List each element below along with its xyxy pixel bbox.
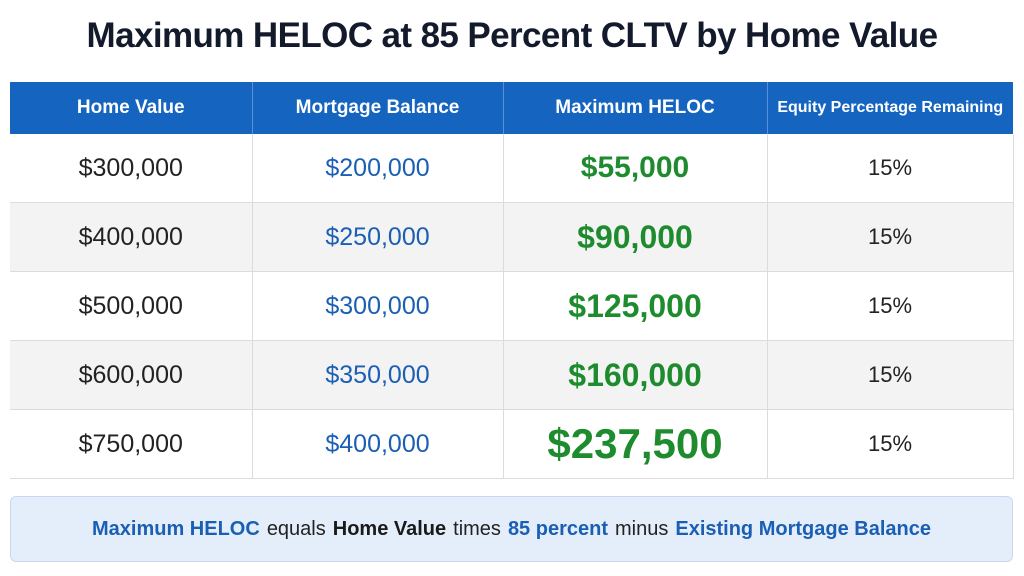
table-cell: $350,000: [252, 340, 504, 410]
table-row: $600,000 $350,000 $160,000 15%: [10, 340, 1014, 410]
title: Maximum HELOC at 85 Percent CLTV by Home…: [86, 16, 938, 55]
table-cell: $300,000: [252, 271, 504, 341]
table-cell: 15%: [767, 271, 1014, 341]
formula-note: Maximum HELOC equals Home Value times 85 per…: [10, 496, 1013, 562]
table-cell: $200,000: [252, 134, 504, 203]
table-cell: $55,000: [503, 134, 768, 203]
table-cell: $90,000: [503, 202, 768, 272]
formula-part: times: [453, 517, 501, 540]
table-cell: $125,000: [503, 271, 768, 341]
heloc-table: Home Value Mortgage Balance Maximum HELOC E…: [10, 82, 1014, 479]
column-header: Maximum HELOC: [503, 82, 768, 134]
formula-part: Maximum HELOC: [92, 517, 260, 540]
table-cell: $750,000: [10, 409, 253, 479]
column-header: Mortgage Balance: [252, 82, 504, 134]
column-header: Equity Percentage Remaining: [767, 82, 1013, 134]
table-row: $300,000 $200,000 $55,000 15%: [10, 134, 1014, 203]
table-cell: 15%: [767, 409, 1014, 479]
table-cell: $160,000: [503, 340, 768, 410]
table-cell: $250,000: [252, 202, 504, 272]
table-cell: $300,000: [10, 134, 253, 203]
table-cell: $600,000: [10, 340, 253, 410]
table-cell: $400,000: [10, 202, 253, 272]
table-body: $300,000 $200,000 $55,000 15% $400,000 $250,0…: [10, 134, 1014, 479]
formula-part: 85 percent: [507, 517, 608, 540]
table-cell: 15%: [767, 202, 1014, 272]
table-cell: $500,000: [10, 271, 253, 341]
table-row: $500,000 $300,000 $125,000 15%: [10, 271, 1014, 341]
column-header: Home Value: [10, 82, 253, 134]
table-row: $750,000 $400,000 $237,500 15%: [10, 409, 1014, 479]
formula-part: Existing Mortgage Balance: [675, 517, 931, 540]
header-row: Home Value Mortgage Balance Maximum HELOC E…: [10, 82, 1013, 134]
table-row: $400,000 $250,000 $90,000 15%: [10, 202, 1014, 272]
formula-part: minus: [615, 517, 669, 540]
table-cell: $400,000: [252, 409, 504, 479]
formula-part: Home Value: [332, 517, 447, 540]
table-cell: 15%: [767, 134, 1014, 203]
table-cell: 15%: [767, 340, 1014, 410]
formula-part: equals: [266, 517, 326, 540]
table-cell: $237,500: [503, 409, 768, 479]
